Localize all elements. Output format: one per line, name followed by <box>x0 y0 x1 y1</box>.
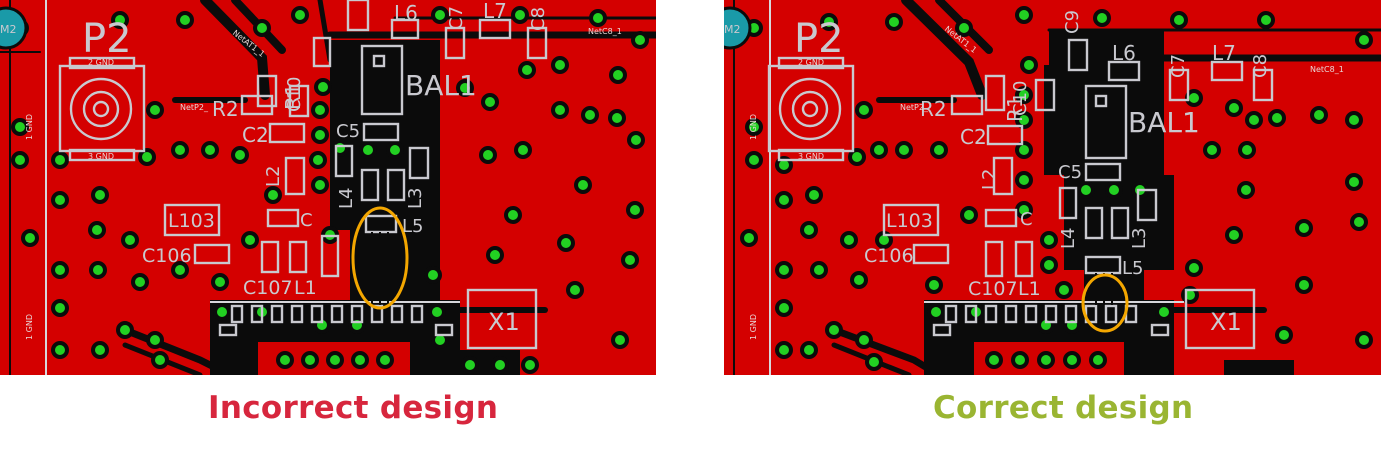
component-label-r2: R2 <box>920 97 947 121</box>
via-array <box>11 6 649 374</box>
component-label-l103: L103 <box>886 210 933 232</box>
sma-connector-p2 <box>58 56 146 162</box>
component-label-l2: L2 <box>979 169 1000 190</box>
component-label-c7: C7 <box>1168 54 1189 78</box>
component-label-c7: C7 <box>446 6 467 30</box>
component-label-l6: L6 <box>394 1 418 25</box>
component-label-c107: C107 <box>968 278 1018 300</box>
component-label-c106: C106 <box>142 245 192 267</box>
pad-label-gnd-bottom: 3 GND <box>88 152 114 161</box>
component-label-l7: L7 <box>483 0 507 23</box>
component-label-c10: C10 <box>284 77 305 112</box>
component-label-r1: R1 <box>1003 95 1027 122</box>
via-array <box>740 6 1373 371</box>
component-label-l1: L1 <box>1018 278 1041 300</box>
component-label-x1: X1 <box>1210 308 1242 336</box>
caption-correct-design: Correct design <box>933 390 1194 426</box>
incorrect-pcb-drawing: M2 P2 2 GND 3 GND 1 GND 1 GND <box>0 0 656 375</box>
component-label-c8: C8 <box>1250 54 1271 78</box>
correct-pcb-panel: M2 P2 2 GND 3 GND 1 GND 1 GND <box>724 0 1381 375</box>
component-pads <box>882 38 1274 350</box>
pad-label-gnd-top: 2 GND <box>798 58 824 67</box>
component-label-l5: L5 <box>1122 258 1143 279</box>
component-label-l3: L3 <box>405 188 426 209</box>
mounting-hole-icon <box>724 6 752 50</box>
pad-label-gnd-left: 1 GND <box>25 114 34 140</box>
component-label-bal1: BAL1 <box>405 69 477 102</box>
component-label-c10: C10 <box>1010 81 1031 116</box>
highlight-ellipse-incorrect <box>351 206 409 310</box>
net-label-c8: NetC8_1 <box>1310 65 1344 74</box>
component-label-c9: C9 <box>1062 10 1083 34</box>
pad-label-gnd-bottom: 3 GND <box>798 152 824 161</box>
component-label-bal1: BAL1 <box>1128 106 1200 139</box>
component-label-p2: P2 <box>794 16 844 62</box>
component-label-l3: L3 <box>1129 228 1150 249</box>
component-label-l6: L6 <box>1112 41 1136 65</box>
pad-label-gnd-top: 2 GND <box>88 58 114 67</box>
component-label-l4: L4 <box>1058 228 1079 249</box>
component-label-c2: C2 <box>242 123 269 147</box>
component-pads <box>163 0 548 350</box>
pad-label-gnd-left-2: 1 GND <box>25 314 34 340</box>
net-label-c8: NetC8_1 <box>588 27 622 36</box>
long-stub-traces <box>371 232 389 305</box>
component-label-l7: L7 <box>1212 41 1236 65</box>
component-label-c107: C107 <box>243 277 293 299</box>
mounting-hole-icon <box>0 6 28 50</box>
pad-label-gnd-left: 1 GND <box>749 114 758 140</box>
net-label-p2: NetP2_ <box>180 103 209 112</box>
component-label-c5: C5 <box>336 121 360 142</box>
net-label-p2: NetP2_ <box>900 103 929 112</box>
component-label-r1: R1 <box>281 83 305 110</box>
pad-label-gnd-left-2: 1 GND <box>749 314 758 340</box>
component-label-l5: L5 <box>402 216 423 237</box>
component-label-c106: C106 <box>864 245 914 267</box>
component-label-l1: L1 <box>294 277 317 299</box>
component-label-x1: X1 <box>488 308 520 336</box>
component-label-c5: C5 <box>1058 162 1082 183</box>
incorrect-pcb-panel: M2 P2 2 GND 3 GND 1 GND 1 GND <box>0 0 656 375</box>
mounting-hole-label: M2 <box>0 23 17 36</box>
caption-incorrect-design: Incorrect design <box>208 390 499 426</box>
component-label-p2: P2 <box>82 16 132 62</box>
correct-pcb-drawing: M2 P2 2 GND 3 GND 1 GND 1 GND <box>724 0 1381 375</box>
component-label-c: C <box>300 210 313 231</box>
component-label-c2: C2 <box>960 125 987 149</box>
highlight-ellipse-correct <box>1081 273 1129 333</box>
component-label-l103: L103 <box>168 210 215 232</box>
component-label-c: C <box>1020 209 1033 230</box>
mounting-hole-label: M2 <box>724 23 741 36</box>
component-label-l2: L2 <box>263 166 284 187</box>
component-label-r2: R2 <box>212 97 239 121</box>
sma-connector-p2 <box>767 56 855 162</box>
component-label-l4: L4 <box>336 188 357 209</box>
component-label-c8: C8 <box>528 7 549 31</box>
